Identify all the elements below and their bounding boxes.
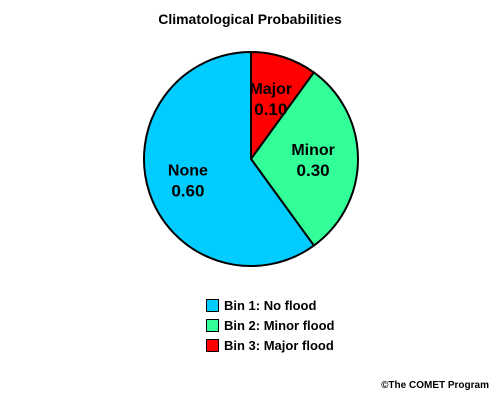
chart-legend: Bin 1: No flood Bin 2: Minor flood Bin 3… [206, 295, 334, 355]
pie-slice-minor [250, 71, 359, 247]
slice-label-major: Major [249, 81, 292, 98]
legend-swatch-minor-flood [206, 318, 219, 332]
slice-value-minor: 0.30 [297, 161, 330, 180]
legend-label-no-flood: Bin 1: No flood [224, 297, 317, 313]
legend-item-major-flood: Bin 3: Major flood [206, 335, 334, 355]
chart-title: Climatological Probabilities [158, 11, 342, 27]
legend-swatch-major-flood [206, 338, 219, 352]
slice-value-major: 0.10 [254, 100, 287, 119]
legend-label-major-flood: Bin 3: Major flood [224, 337, 334, 353]
legend-swatch-no-flood [206, 298, 219, 312]
slice-label-minor: Minor [291, 142, 335, 159]
legend-item-minor-flood: Bin 2: Minor flood [206, 315, 334, 335]
slice-label-none: None [168, 163, 208, 180]
pie-slice-none [143, 51, 315, 267]
legend-label-minor-flood: Bin 2: Minor flood [224, 317, 335, 333]
pie-chart: Major 0.10 Minor 0.30 None 0.60 [143, 51, 359, 267]
slice-value-none: 0.60 [171, 182, 204, 201]
copyright-notice: ©The COMET Program [381, 380, 489, 391]
legend-item-no-flood: Bin 1: No flood [206, 295, 334, 315]
